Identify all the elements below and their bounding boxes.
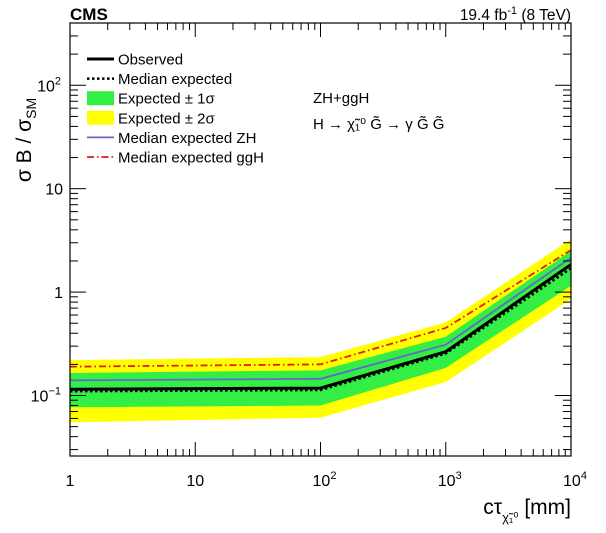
legend: Observed Median expected Expected ± 1σ Expe… — [87, 52, 264, 167]
y-tick-label: 10−1 — [31, 386, 61, 406]
x-tick-label-base: 10 — [563, 473, 581, 490]
y-axis-title: σ B / σSM — [13, 98, 39, 182]
y-tick-label-base: 10 — [31, 389, 49, 406]
line-median-expected-ggh — [69, 249, 572, 368]
y-tick-label: 102 — [37, 75, 61, 95]
x-tick-label-base: 10 — [313, 473, 331, 490]
x-tick-label-exponent: 3 — [456, 470, 462, 482]
x-tick-label: 10 — [186, 473, 204, 490]
x-tick-label-base: 10 — [438, 473, 456, 490]
x-axis-title-subscript: χ̃₁⁰ — [502, 510, 518, 525]
x-tick-label-exponent: 4 — [581, 470, 587, 482]
line-median-expected-zh — [69, 256, 572, 382]
x-tick-label: 102 — [313, 470, 337, 490]
legend-label-expected-2: Expected ± 2σ — [118, 110, 215, 127]
y-tick-label-exponent: 2 — [55, 75, 61, 87]
y-tick-label-base: 1 — [54, 285, 63, 302]
bands-layer — [70, 239, 571, 423]
x-tick-label-exponent: 2 — [330, 470, 336, 482]
legend-label-median-expected-zh: Median expected ZH — [118, 130, 256, 147]
y-tick-label: 10 — [45, 182, 63, 199]
y-tick-label-base: 10 — [45, 182, 63, 199]
y-tick-label: 1 — [54, 285, 63, 302]
line-median-expected — [69, 267, 572, 393]
x-tick-label: 1 — [66, 473, 75, 490]
lines-layer — [69, 249, 572, 393]
legend-label-median-expected: Median expected — [118, 71, 232, 88]
x-tick-label-base: 1 — [66, 473, 75, 490]
ticks-layer — [69, 22, 572, 456]
y-tick-label-base: 10 — [37, 78, 55, 95]
luminosity-value: 19.4 fb — [460, 7, 507, 24]
legend-swatch-expected-1 — [87, 91, 114, 106]
legend-label-expected-1: Expected ± 1σ — [118, 91, 215, 108]
experiment-label: CMS — [70, 5, 108, 24]
x-tick-label: 103 — [438, 470, 462, 490]
x-axis-title: cτχ̃₁⁰ [mm] — [483, 496, 571, 525]
y-axis-title-subscript: SM — [23, 98, 39, 119]
legend-label-observed: Observed — [118, 52, 183, 69]
line-observed — [69, 263, 572, 391]
y-tick-label-exponent: −1 — [48, 386, 61, 398]
band-expected-1 — [70, 250, 571, 408]
x-tick-label-base: 10 — [186, 473, 204, 490]
annotation-process: ZH+ggH — [313, 90, 369, 107]
energy-value: (8 TeV) — [521, 7, 571, 24]
legend-swatch-expected-2 — [87, 110, 114, 125]
luminosity-label: 19.4 fb-1 (8 TeV) — [460, 5, 571, 24]
legend-label-median-expected-ggh: Median expected ggH — [118, 150, 264, 167]
luminosity-exponent: -1 — [507, 5, 517, 17]
annotation-decay: H → χ̃₁⁰ G̃ → γ G̃ G̃ — [313, 116, 444, 133]
x-tick-label: 104 — [563, 470, 587, 490]
